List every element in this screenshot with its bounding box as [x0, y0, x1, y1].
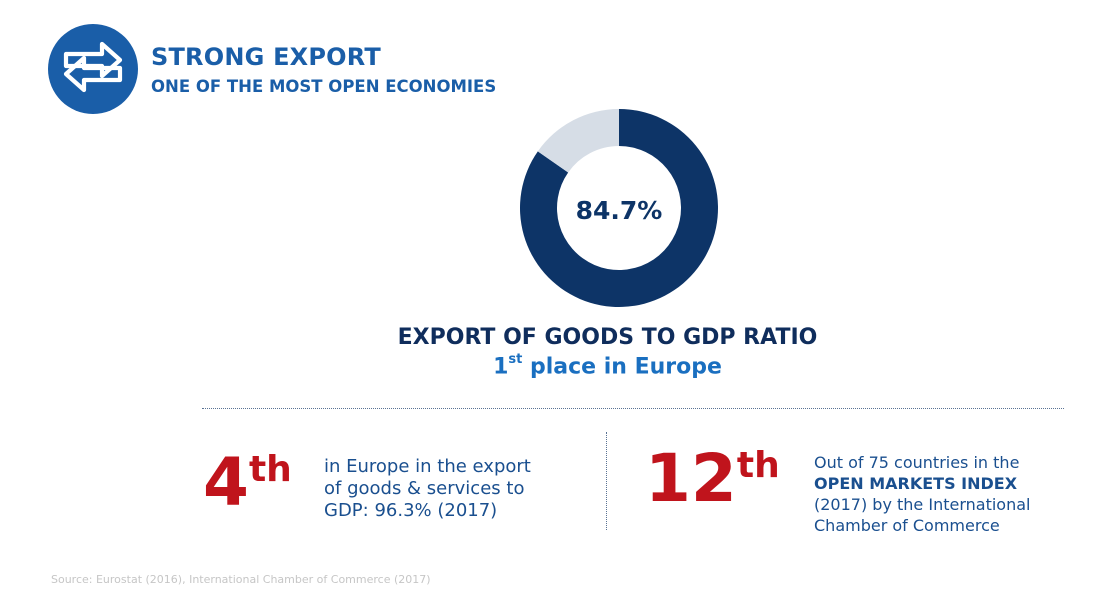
rank-number: 4: [203, 444, 249, 521]
rank-number: 12: [645, 440, 737, 517]
desc-line: of goods & services to: [324, 478, 525, 499]
desc-line: in Europe in the export: [324, 456, 531, 477]
stat-description-right: Out of 75 countries in the OPEN MARKETS …: [814, 452, 1030, 536]
subtitle-suffix: st: [508, 352, 523, 367]
subtitle-rank: 1: [493, 354, 509, 380]
horizontal-divider: [202, 408, 1064, 409]
desc-line: Chamber of Commerce: [814, 516, 1000, 535]
page-subtitle: ONE OF THE MOST OPEN ECONOMIES: [151, 77, 497, 96]
page-title: STRONG EXPORT: [151, 43, 381, 71]
chart-title: EXPORT OF GOODS TO GDP RATIO: [397, 325, 818, 350]
donut-slice-export: [520, 109, 718, 307]
desc-line: GDP: 96.3% (2017): [324, 500, 498, 521]
rank-4th: 4th: [203, 450, 292, 516]
exchange-arrows-icon: [48, 24, 138, 114]
rank-suffix: th: [736, 445, 780, 486]
vertical-divider: [606, 432, 607, 530]
subtitle-rest: place in Europe: [522, 354, 722, 380]
rank-suffix: th: [248, 449, 292, 490]
rank-12th: 12th: [645, 446, 780, 512]
desc-line-emphasis: OPEN MARKETS INDEX: [814, 474, 1018, 493]
donut-center-label: 84.7%: [576, 196, 663, 225]
desc-line: Out of 75 countries in the: [814, 453, 1020, 472]
donut-chart: 84.7%: [520, 109, 718, 307]
desc-line: (2017) by the International: [814, 495, 1031, 514]
stat-description-left: in Europe in the export of goods & servi…: [324, 456, 531, 522]
chart-subtitle: 1st place in Europe: [300, 352, 915, 380]
donut-slice-remainder: [537, 109, 619, 173]
source-note: Source: Eurostat (2016), International C…: [51, 573, 431, 586]
